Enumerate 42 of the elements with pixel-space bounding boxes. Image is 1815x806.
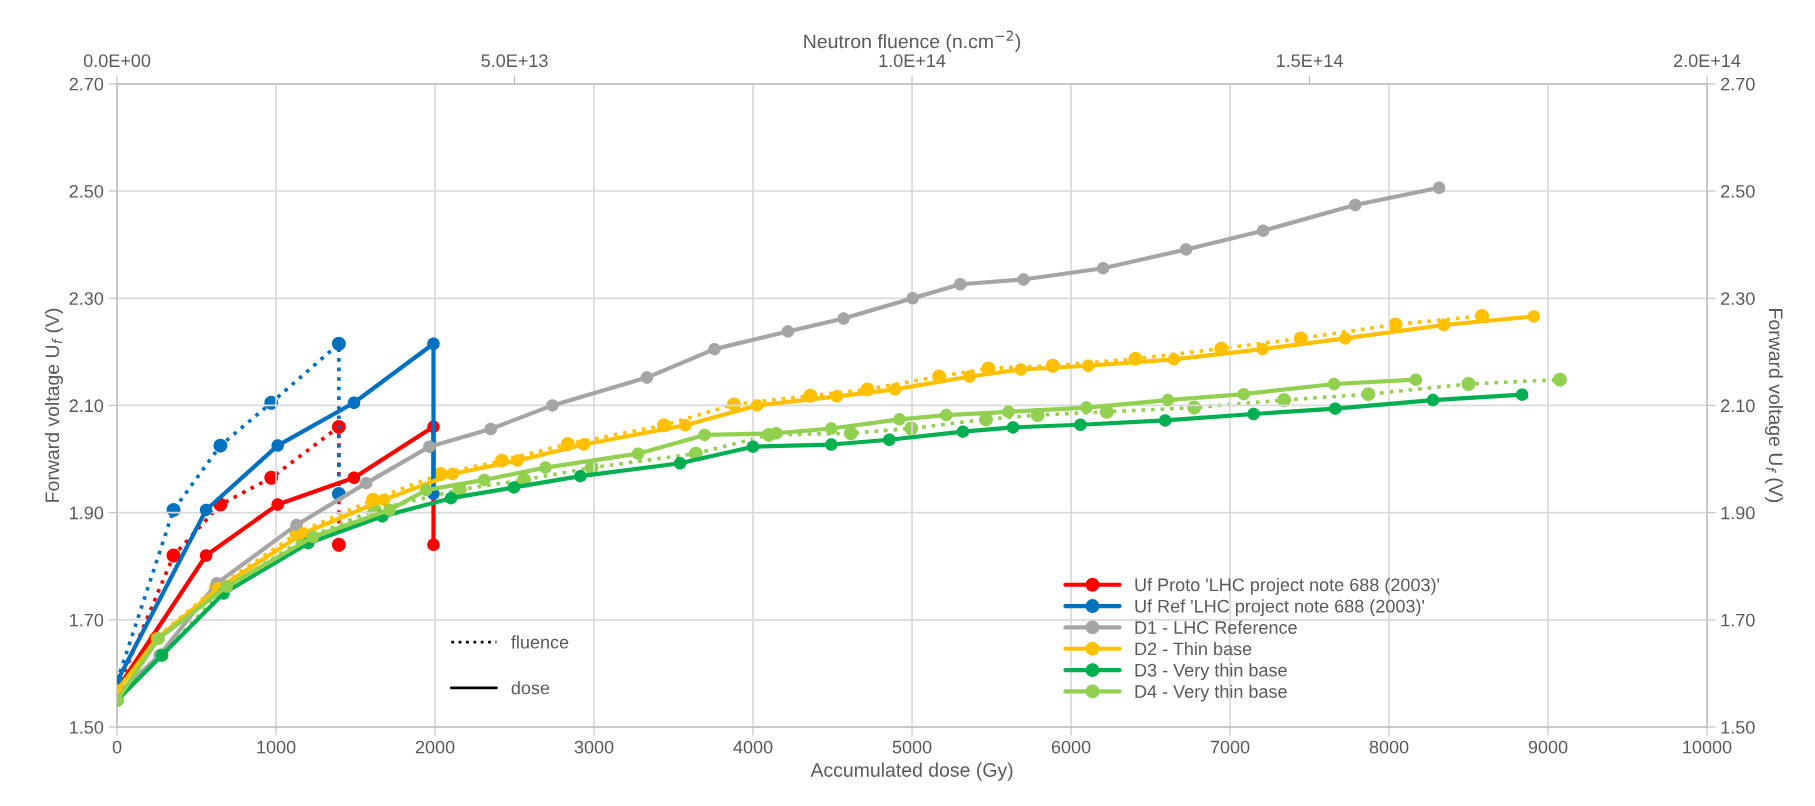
x-tick-label: 9000 (1528, 740, 1568, 754)
x2-tick-label: 2.0E+14 (1674, 54, 1741, 68)
y-tick-label: 2.30 (69, 292, 104, 305)
x2-tick-label: 0.0E+00 (83, 54, 151, 68)
y-tick-label: 1.90 (70, 506, 104, 520)
y2-tick-label: 2.70 (1721, 77, 1755, 91)
x-tick-label: 7000 (1210, 740, 1250, 754)
legend-label: D4 - Very thin base (1135, 684, 1287, 702)
y-tick-label: 2.10 (69, 399, 104, 413)
x-tick-label: 2000 (415, 740, 455, 754)
y2-tick-label: 1.50 (1721, 720, 1755, 734)
y-tick-label: 1.50 (70, 720, 104, 734)
x2-tick-label: 1.5E+14 (1277, 54, 1343, 68)
x-axis-title: Accumulated dose (Gy) (810, 762, 1013, 781)
y-tick-label: 1.70 (70, 613, 104, 627)
legend-label: D3 - Very thin base (1135, 663, 1287, 681)
x2-axis-title: Neutron fluence (n.cm$^{−2}$) (804, 30, 1021, 53)
y-axis-title: Forward voltage U$_{f}$ (V) (44, 308, 64, 502)
x-tick-label: 6000 (1051, 740, 1091, 754)
annotation: fluence (511, 635, 569, 649)
y2-tick-label: 2.10 (1721, 399, 1755, 413)
y2-tick-label: 2.30 (1721, 292, 1755, 305)
x-tick-label: 8000 (1369, 740, 1409, 754)
x-tick-label: 0 (112, 740, 122, 754)
y2-axis-title: Forward voltage U$_{f}$ (V) (1764, 309, 1784, 502)
x-tick-label: 1000 (257, 740, 296, 754)
y2-tick-label: 1.70 (1721, 613, 1755, 627)
legend-label: Uf Proto 'LHC project note 688 (2003)' (1135, 577, 1440, 595)
x2-tick-label: 5.0E+13 (481, 54, 548, 68)
y-tick-label: 2.70 (69, 77, 104, 91)
x-tick-label: 10000 (1683, 740, 1732, 754)
x-tick-label: 5000 (892, 740, 932, 754)
legend-label: D2 - Thin base (1135, 641, 1252, 656)
legend-label: Uf Ref 'LHC project note 688 (2003)' (1135, 599, 1425, 617)
x2-tick-label: 1.0E+14 (879, 54, 946, 68)
y2-tick-label: 2.50 (1721, 184, 1755, 198)
y2-tick-label: 1.90 (1721, 506, 1755, 520)
x-tick-label: 4000 (733, 740, 773, 754)
legend-label: D1 - LHC Reference (1135, 620, 1297, 634)
annotation: dose (511, 681, 550, 695)
x-tick-label: 3000 (574, 740, 614, 754)
y-tick-label: 2.50 (69, 184, 104, 198)
